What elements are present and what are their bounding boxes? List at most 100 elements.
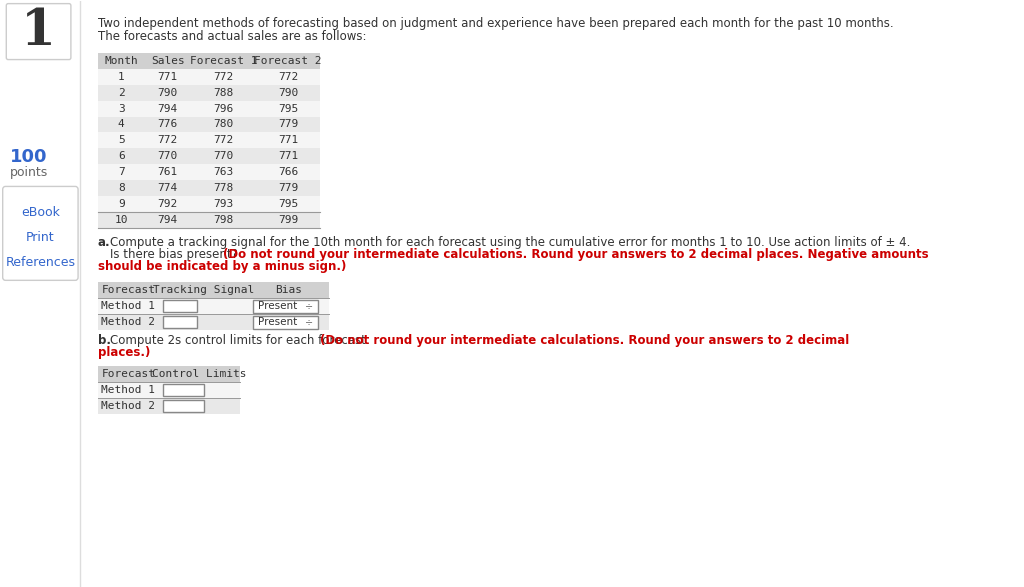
Text: 1: 1 (118, 72, 125, 82)
Bar (98, 282, 330, 298)
Text: places.): places.) (98, 346, 151, 359)
Text: should be indicated by a minus sign.): should be indicated by a minus sign.) (98, 260, 346, 273)
Bar (98, 133, 321, 149)
Text: 771: 771 (158, 72, 178, 82)
Bar (98, 398, 240, 414)
Text: 779: 779 (278, 183, 298, 194)
Text: Forecast: Forecast (101, 285, 156, 295)
Bar (98, 382, 240, 398)
Bar (98, 164, 321, 180)
Bar (98, 116, 321, 133)
Text: 100: 100 (10, 149, 47, 167)
Text: 772: 772 (213, 72, 233, 82)
FancyBboxPatch shape (163, 301, 198, 312)
Text: 771: 771 (278, 151, 298, 161)
Text: 766: 766 (278, 167, 298, 177)
Text: Tracking Signal: Tracking Signal (153, 285, 254, 295)
Text: Control Limits: Control Limits (152, 369, 247, 379)
Text: Is there bias present?: Is there bias present? (111, 248, 239, 261)
Text: Present: Present (258, 318, 298, 328)
Bar (98, 197, 321, 212)
Text: b.: b. (98, 334, 111, 347)
Text: Method 2: Method 2 (101, 401, 156, 411)
FancyBboxPatch shape (163, 384, 204, 396)
Text: points: points (10, 166, 48, 179)
Text: 790: 790 (278, 87, 298, 97)
Text: 794: 794 (158, 215, 178, 225)
Text: ÷: ÷ (304, 301, 312, 311)
Text: 761: 761 (158, 167, 178, 177)
Bar (98, 53, 321, 69)
Text: Compute 2s control limits for each forecast.: Compute 2s control limits for each forec… (111, 334, 370, 347)
FancyBboxPatch shape (163, 400, 204, 412)
Text: Method 2: Method 2 (101, 318, 156, 328)
Text: References: References (5, 256, 76, 269)
Text: 795: 795 (278, 103, 298, 113)
Text: 1: 1 (22, 7, 56, 56)
Text: Sales: Sales (151, 56, 184, 66)
Text: Forecast 1: Forecast 1 (189, 56, 257, 66)
FancyBboxPatch shape (253, 316, 317, 329)
Text: Two independent methods of forecasting based on judgment and experience have bee: Two independent methods of forecasting b… (98, 17, 893, 30)
Text: 9: 9 (118, 200, 125, 210)
Text: 790: 790 (158, 87, 178, 97)
Text: Present: Present (258, 301, 298, 311)
Text: 6: 6 (118, 151, 125, 161)
Text: 7: 7 (118, 167, 125, 177)
Text: a.: a. (98, 236, 111, 249)
Bar (98, 298, 330, 314)
FancyBboxPatch shape (1, 1, 80, 587)
Text: (Do not round your intermediate calculations. Round your answers to 2 decimal pl: (Do not round your intermediate calculat… (223, 248, 929, 261)
Text: 772: 772 (158, 136, 178, 146)
Text: 770: 770 (158, 151, 178, 161)
Bar (98, 366, 240, 382)
Bar (98, 69, 321, 85)
Text: Month: Month (104, 56, 138, 66)
Text: The forecasts and actual sales are as follows:: The forecasts and actual sales are as fo… (98, 30, 367, 43)
Text: 772: 772 (213, 136, 233, 146)
Text: 799: 799 (278, 215, 298, 225)
Text: 772: 772 (278, 72, 298, 82)
Text: 774: 774 (158, 183, 178, 194)
Bar (98, 180, 321, 197)
Text: 792: 792 (158, 200, 178, 210)
Text: Method 1: Method 1 (101, 301, 156, 311)
Text: Forecast 2: Forecast 2 (254, 56, 322, 66)
Text: eBook: eBook (20, 206, 59, 219)
Text: 770: 770 (213, 151, 233, 161)
FancyBboxPatch shape (6, 4, 71, 59)
Text: 776: 776 (158, 120, 178, 130)
Text: 780: 780 (213, 120, 233, 130)
Text: Bias: Bias (275, 285, 302, 295)
Text: 2: 2 (118, 87, 125, 97)
Text: Compute a tracking signal for the 10th month for each forecast using the cumulat: Compute a tracking signal for the 10th m… (111, 236, 910, 249)
Text: 8: 8 (118, 183, 125, 194)
Text: 3: 3 (118, 103, 125, 113)
Text: 10: 10 (115, 215, 128, 225)
Text: 778: 778 (213, 183, 233, 194)
FancyBboxPatch shape (253, 300, 317, 313)
Bar (98, 149, 321, 164)
Text: 795: 795 (278, 200, 298, 210)
Text: 794: 794 (158, 103, 178, 113)
Bar (98, 100, 321, 116)
Text: 771: 771 (278, 136, 298, 146)
Text: 4: 4 (118, 120, 125, 130)
Text: Print: Print (26, 231, 54, 244)
FancyBboxPatch shape (163, 316, 198, 328)
Text: 763: 763 (213, 167, 233, 177)
Bar (98, 85, 321, 100)
Text: 5: 5 (118, 136, 125, 146)
Text: 796: 796 (213, 103, 233, 113)
Text: 779: 779 (278, 120, 298, 130)
Bar (98, 212, 321, 228)
Text: Forecast: Forecast (101, 369, 156, 379)
Text: Method 1: Method 1 (101, 385, 156, 395)
Text: 788: 788 (213, 87, 233, 97)
Bar (98, 314, 330, 330)
FancyBboxPatch shape (3, 187, 78, 281)
Text: 798: 798 (213, 215, 233, 225)
Text: (Do not round your intermediate calculations. Round your answers to 2 decimal: (Do not round your intermediate calculat… (321, 334, 850, 347)
Text: 793: 793 (213, 200, 233, 210)
Text: ÷: ÷ (304, 318, 312, 328)
